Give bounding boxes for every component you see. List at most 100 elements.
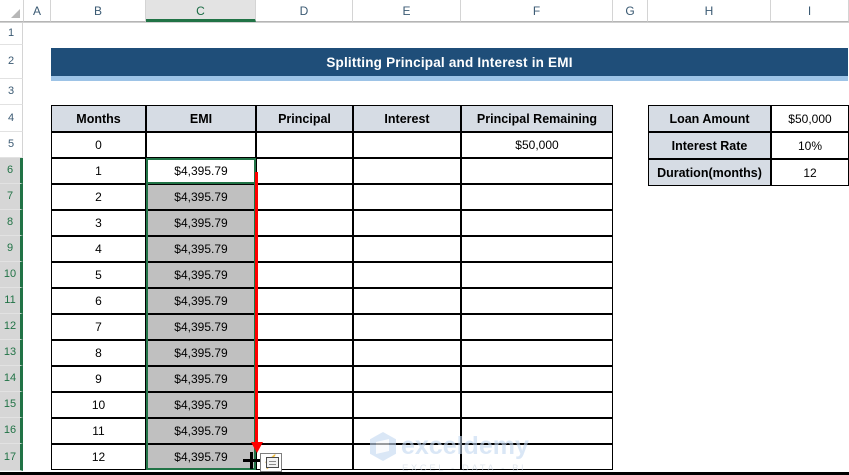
cell-principal-row-9[interactable] (256, 366, 353, 392)
cell-interest-row-6[interactable] (353, 288, 461, 314)
row-header-13[interactable]: 13 (0, 340, 23, 366)
row-header-4[interactable]: 4 (0, 105, 23, 132)
cell-interest-row-5[interactable] (353, 262, 461, 288)
cell-interest-row-1[interactable] (353, 158, 461, 184)
cell-principal-remaining-row-10[interactable] (461, 392, 613, 418)
row-header-3[interactable]: 3 (0, 79, 23, 105)
row-header-11[interactable]: 11 (0, 288, 23, 314)
row-header-10[interactable]: 10 (0, 262, 23, 288)
cell-months-row-6[interactable]: 6 (51, 288, 146, 314)
table-column-header-principal-remaining[interactable]: Principal Remaining (461, 105, 613, 132)
cell-principal-row-6[interactable] (256, 288, 353, 314)
row-header-12[interactable]: 12 (0, 314, 23, 340)
cell-emi-row-11[interactable]: $4,395.79 (146, 418, 256, 444)
cell-principal-remaining-row-5[interactable] (461, 262, 613, 288)
cell-principal-row-1[interactable] (256, 158, 353, 184)
cell-months-row-9[interactable]: 9 (51, 366, 146, 392)
cell-months-row-11[interactable]: 11 (51, 418, 146, 444)
cell-emi-row-1[interactable]: $4,395.79 (146, 158, 256, 184)
cell-principal-row-2[interactable] (256, 184, 353, 210)
table-column-header-interest[interactable]: Interest (353, 105, 461, 132)
cell-months-row-4[interactable]: 4 (51, 236, 146, 262)
cell-interest-row-3[interactable] (353, 210, 461, 236)
cell-principal-remaining-row-1[interactable] (461, 158, 613, 184)
cell-interest-row-4[interactable] (353, 236, 461, 262)
cell-months-row-2[interactable]: 2 (51, 184, 146, 210)
cell-emi-row-2[interactable]: $4,395.79 (146, 184, 256, 210)
cell-interest-row-0[interactable] (353, 132, 461, 158)
cell-emi-row-8[interactable]: $4,395.79 (146, 340, 256, 366)
cell-principal-remaining-row-6[interactable] (461, 288, 613, 314)
cell-principal-row-3[interactable] (256, 210, 353, 236)
cell-emi-row-5[interactable]: $4,395.79 (146, 262, 256, 288)
table-column-header-emi[interactable]: EMI (146, 105, 256, 132)
column-header-a[interactable]: A (24, 0, 51, 22)
row-header-7[interactable]: 7 (0, 184, 23, 210)
cell-emi-row-7[interactable]: $4,395.79 (146, 314, 256, 340)
row-header-9[interactable]: 9 (0, 236, 23, 262)
cell-principal-remaining-row-0[interactable]: $50,000 (461, 132, 613, 158)
loan-label-duration-months[interactable]: Duration(months) (648, 159, 771, 186)
cell-interest-row-8[interactable] (353, 340, 461, 366)
row-header-17[interactable]: 17 (0, 444, 23, 471)
cell-emi-row-6[interactable]: $4,395.79 (146, 288, 256, 314)
cell-principal-row-0[interactable] (256, 132, 353, 158)
cell-principal-remaining-row-11[interactable] (461, 418, 613, 444)
cell-emi-row-4[interactable]: $4,395.79 (146, 236, 256, 262)
loan-value-loan-amount[interactable]: $50,000 (771, 105, 849, 132)
column-header-h[interactable]: H (648, 0, 771, 22)
cell-months-row-7[interactable]: 7 (51, 314, 146, 340)
cell-emi-row-0[interactable] (146, 132, 256, 158)
cell-months-row-1[interactable]: 1 (51, 158, 146, 184)
cell-principal-remaining-row-8[interactable] (461, 340, 613, 366)
column-header-d[interactable]: D (256, 0, 353, 22)
cell-emi-row-12[interactable]: $4,395.79 (146, 444, 256, 470)
cell-interest-row-10[interactable] (353, 392, 461, 418)
row-header-6[interactable]: 6 (0, 158, 23, 184)
cell-principal-row-5[interactable] (256, 262, 353, 288)
cell-principal-row-4[interactable] (256, 236, 353, 262)
column-header-b[interactable]: B (51, 0, 146, 22)
cell-interest-row-2[interactable] (353, 184, 461, 210)
row-header-16[interactable]: 16 (0, 418, 23, 444)
cell-interest-row-12[interactable] (353, 444, 461, 470)
row-header-14[interactable]: 14 (0, 366, 23, 392)
column-header-f[interactable]: F (461, 0, 613, 22)
column-header-g[interactable]: G (613, 0, 648, 22)
cell-principal-remaining-row-4[interactable] (461, 236, 613, 262)
cell-months-row-5[interactable]: 5 (51, 262, 146, 288)
cell-emi-row-9[interactable]: $4,395.79 (146, 366, 256, 392)
table-column-header-months[interactable]: Months (51, 105, 146, 132)
cell-interest-row-9[interactable] (353, 366, 461, 392)
row-header-15[interactable]: 15 (0, 392, 23, 418)
cell-months-row-3[interactable]: 3 (51, 210, 146, 236)
cell-months-row-12[interactable]: 12 (51, 444, 146, 470)
row-header-5[interactable]: 5 (0, 132, 23, 158)
loan-value-duration-months[interactable]: 12 (771, 159, 849, 186)
cell-emi-row-10[interactable]: $4,395.79 (146, 392, 256, 418)
cell-principal-row-11[interactable] (256, 418, 353, 444)
cell-principal-remaining-row-9[interactable] (461, 366, 613, 392)
loan-label-interest-rate[interactable]: Interest Rate (648, 132, 771, 159)
cell-principal-remaining-row-2[interactable] (461, 184, 613, 210)
row-header-2[interactable]: 2 (0, 45, 23, 79)
cell-principal-remaining-row-3[interactable] (461, 210, 613, 236)
cell-principal-row-7[interactable] (256, 314, 353, 340)
loan-value-interest-rate[interactable]: 10% (771, 132, 849, 159)
table-column-header-principal[interactable]: Principal (256, 105, 353, 132)
cell-principal-remaining-row-7[interactable] (461, 314, 613, 340)
cell-principal-remaining-row-12[interactable] (461, 444, 613, 470)
column-header-e[interactable]: E (353, 0, 461, 22)
row-header-8[interactable]: 8 (0, 210, 23, 236)
cell-principal-row-10[interactable] (256, 392, 353, 418)
loan-label-loan-amount[interactable]: Loan Amount (648, 105, 771, 132)
cell-emi-row-3[interactable]: $4,395.79 (146, 210, 256, 236)
select-all-corner-button[interactable] (0, 0, 24, 22)
cell-months-row-10[interactable]: 10 (51, 392, 146, 418)
cell-principal-row-8[interactable] (256, 340, 353, 366)
cell-interest-row-7[interactable] (353, 314, 461, 340)
row-header-1[interactable]: 1 (0, 23, 23, 45)
column-header-c[interactable]: C (146, 0, 256, 22)
cell-months-row-8[interactable]: 8 (51, 340, 146, 366)
column-header-i[interactable]: I (771, 0, 849, 22)
